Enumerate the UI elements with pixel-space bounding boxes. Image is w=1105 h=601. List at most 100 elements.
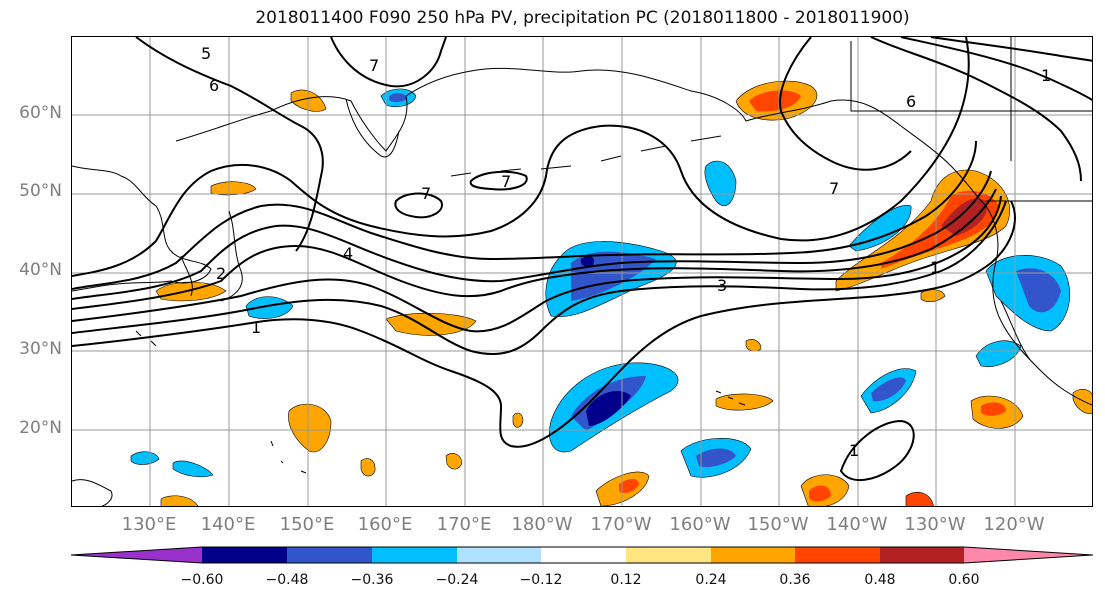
- contour-label: 7: [501, 172, 511, 191]
- pv-contour-11: [469, 170, 528, 191]
- colorbar-tick-label: 0.48: [864, 572, 896, 588]
- colorbar-segment: [202, 547, 287, 563]
- islands-hawaii: [715, 390, 746, 406]
- negative-anomaly-baja: [975, 340, 1022, 367]
- colorbar-tick-label: 0.36: [779, 572, 811, 588]
- lon-label-130w: 130°W: [904, 514, 966, 535]
- contour-label: 1: [930, 258, 940, 277]
- coast-na-west: [985, 205, 1092, 406]
- colorbar-extend-high: [964, 547, 1093, 563]
- pv-contour-16: [839, 419, 915, 482]
- contour-label: 1: [849, 441, 859, 460]
- colorbar-segment: [626, 547, 711, 563]
- coast-aleutians: [450, 135, 722, 177]
- lat-label-40: 40°N: [19, 260, 62, 280]
- negative-anomaly-gulf-alaska: [848, 205, 912, 252]
- negative-anomaly-california-core: [1016, 268, 1061, 313]
- positive-anomaly-sw-bottom: [160, 495, 199, 506]
- positive-anomaly-mexico-core: [981, 402, 1006, 416]
- lon-label-170w: 170°W: [590, 514, 652, 535]
- islands-pacific-sw: [135, 330, 307, 474]
- contour-label: 6: [906, 92, 916, 111]
- colorbar-tick-label: −0.36: [350, 572, 394, 588]
- positive-anomaly-japan: [155, 281, 227, 302]
- pv-contour-4: [72, 188, 997, 310]
- pv-contour-10: [394, 192, 443, 219]
- pv-contour-15: [930, 37, 1092, 62]
- pv-contour-7: [72, 37, 970, 277]
- contour-label: 3: [717, 276, 727, 295]
- map-title: 2018011400 F090 250 hPa PV, precipitatio…: [255, 8, 910, 28]
- lat-label-60: 60°N: [19, 103, 62, 123]
- contour-label: 1: [251, 318, 261, 337]
- lon-label-130e: 130°E: [121, 514, 177, 535]
- negative-anomaly-central-peak: [580, 256, 595, 267]
- positive-anomaly-phil-sea: [288, 403, 332, 453]
- pv-contour-8: [135, 37, 324, 252]
- positive-anomaly-south-3: [905, 491, 934, 506]
- pv-contour-9: [330, 37, 447, 88]
- colorbar-tick-label: −0.48: [265, 572, 309, 588]
- pv-contour-3: [72, 195, 1002, 333]
- positive-anomaly-nw-peak: [941, 198, 987, 236]
- lat-label-20: 20°N: [19, 418, 62, 438]
- colorbar-tick-label: 0.60: [948, 572, 980, 588]
- map-panel: 5 6 7 7 7 7 6 4 3 2 1 1 1 1: [71, 36, 1093, 507]
- lat-label-50: 50°N: [19, 181, 62, 201]
- colorbar-tick-label: −0.24: [435, 572, 479, 588]
- colorbar-tick-label: 0.24: [695, 572, 727, 588]
- positive-anomaly-midlat: [385, 312, 477, 336]
- positive-anomaly-south-2-core: [809, 485, 831, 502]
- positive-anomaly-mid-small: [445, 453, 463, 470]
- colorbar-tick-label: 0.12: [610, 572, 642, 588]
- colorbar-segment: [541, 547, 626, 563]
- negative-anomaly-sw-1: [130, 451, 160, 465]
- colorbar-segments: [71, 547, 1093, 563]
- negative-anomaly-east-core: [696, 448, 736, 468]
- colorbar-segment: [372, 547, 457, 563]
- colorbar-outline: [70, 546, 1094, 564]
- pv-contour-12: [779, 37, 912, 171]
- positive-anomaly-tiny: [512, 412, 524, 428]
- negative-anomaly-south-peak: [586, 391, 631, 426]
- colorbar-segment: [287, 547, 372, 563]
- lon-label-140w: 140°W: [826, 514, 888, 535]
- colorbar: [0, 540, 1105, 574]
- contour-label: 7: [369, 56, 379, 75]
- lat-label-30: 30°N: [19, 339, 62, 359]
- colorbar-segment: [795, 547, 880, 563]
- negative-anomaly-north-pacific: [704, 160, 737, 207]
- positive-anomaly-sw-small: [360, 458, 376, 477]
- lon-label-160e: 160°E: [357, 514, 413, 535]
- pv-contour-14: [900, 37, 1092, 101]
- contour-label: 5: [201, 44, 211, 63]
- coast-baja: [1000, 300, 1032, 362]
- lon-label-150w: 150°W: [747, 514, 809, 535]
- lon-label-180w: 180°W: [511, 514, 573, 535]
- pv-contour-5: [72, 170, 992, 300]
- contour-label: 2: [216, 264, 226, 283]
- positive-anomaly-hawaii-small: [745, 339, 762, 352]
- contour-label: 7: [829, 179, 839, 198]
- pv-contour-6: [72, 140, 977, 290]
- positive-anomaly-south-1-core: [619, 478, 639, 493]
- colorbar-segment: [457, 547, 541, 563]
- colorbar-tick-label: −0.60: [180, 572, 224, 588]
- pv-contour-1: [72, 200, 1016, 448]
- coast-asia: [72, 165, 212, 292]
- contour-label: 6: [209, 76, 219, 95]
- negative-anomaly-hawaii-ne-core: [871, 377, 906, 402]
- contour-label: 4: [343, 244, 353, 263]
- positive-anomaly-manchuria: [210, 181, 257, 196]
- contour-label: 1: [1041, 66, 1051, 85]
- colorbar-segment: [711, 547, 795, 563]
- colorbar-tick-label: −0.12: [519, 572, 563, 588]
- coast-philippines: [72, 479, 113, 506]
- positive-anomaly-se-corner: [1072, 388, 1092, 414]
- colorbar-segment: [880, 547, 964, 563]
- precip-anomaly-shading: [130, 80, 1092, 506]
- lon-label-140e: 140°E: [200, 514, 256, 535]
- coast-alaska: [745, 99, 987, 207]
- coast-japan: [220, 210, 243, 302]
- lon-label-120w: 120°W: [983, 514, 1045, 535]
